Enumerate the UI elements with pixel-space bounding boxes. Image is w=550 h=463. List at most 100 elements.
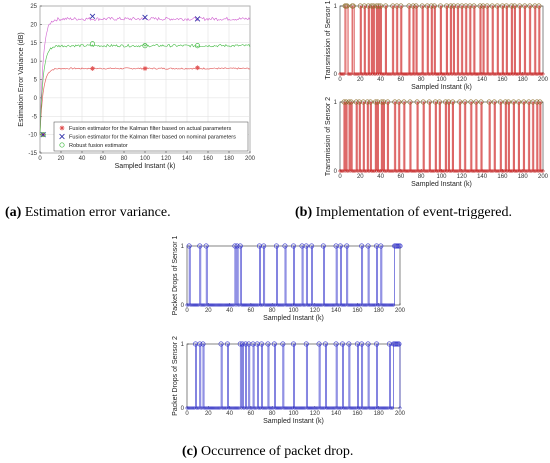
marker-zero <box>213 303 217 307</box>
marker-one <box>378 3 384 9</box>
marker-zero <box>442 72 446 76</box>
marker-zero <box>386 406 390 410</box>
marker-zero <box>514 169 518 173</box>
marker-zero <box>459 72 463 76</box>
marker-zero <box>279 406 283 410</box>
marker-zero <box>443 169 447 173</box>
marker-zero <box>296 303 300 307</box>
marker-zero <box>486 72 490 76</box>
marker-zero <box>264 303 268 307</box>
marker-zero <box>277 303 281 307</box>
marker-one <box>396 99 402 105</box>
marker-zero <box>371 406 375 410</box>
marker-zero <box>285 406 289 410</box>
marker-zero <box>387 169 391 173</box>
marker-zero <box>464 169 468 173</box>
marker-zero <box>246 303 250 307</box>
marker-zero <box>344 303 348 307</box>
marker-zero <box>223 303 227 307</box>
marker-zero <box>257 406 261 410</box>
marker-one <box>463 3 469 9</box>
marker-zero <box>525 169 529 173</box>
caption-c: (c) Occurrence of packet drop. <box>182 444 353 459</box>
marker-zero <box>486 169 490 173</box>
marker-zero <box>222 303 226 307</box>
marker-zero <box>276 406 280 410</box>
marker-zero <box>293 406 297 410</box>
marker-zero <box>398 72 402 76</box>
marker-zero <box>483 72 487 76</box>
marker-zero <box>470 72 474 76</box>
marker-zero <box>199 406 203 410</box>
marker-one <box>471 3 477 9</box>
marker-zero <box>372 406 376 410</box>
x-tick-label: 100 <box>140 156 151 162</box>
marker-zero <box>484 169 488 173</box>
marker-zero <box>513 169 517 173</box>
marker-zero <box>388 303 392 307</box>
marker-one <box>448 3 454 9</box>
series-marker-1 <box>142 66 148 71</box>
marker-zero <box>385 72 389 76</box>
marker-zero <box>493 169 497 173</box>
y-tick-label: 20 <box>30 22 37 28</box>
x-tick-label: 160 <box>352 411 363 417</box>
marker-one <box>413 3 419 9</box>
marker-zero <box>435 72 439 76</box>
marker-one <box>232 243 238 249</box>
marker-zero <box>290 406 294 410</box>
marker-zero <box>443 72 447 76</box>
marker-one <box>290 243 296 249</box>
marker-zero <box>402 72 406 76</box>
x-axis-label: Sampled Instant (k) <box>263 418 324 425</box>
marker-zero <box>451 72 455 76</box>
marker-zero <box>278 303 282 307</box>
marker-zero <box>248 406 252 410</box>
marker-zero <box>273 406 277 410</box>
marker-one <box>271 341 277 347</box>
marker-zero <box>315 406 319 410</box>
marker-zero <box>263 303 267 307</box>
marker-zero <box>345 406 349 410</box>
marker-zero <box>227 303 231 307</box>
marker-zero <box>506 72 511 76</box>
marker-zero <box>394 72 398 76</box>
marker-zero <box>348 303 352 307</box>
marker-zero <box>354 303 358 307</box>
series-marker-2 <box>194 16 201 22</box>
marker-zero <box>322 303 326 307</box>
marker-zero <box>490 169 494 173</box>
marker-zero <box>272 303 276 307</box>
marker-zero <box>303 303 307 307</box>
x-tick-label: 200 <box>538 77 549 83</box>
x-tick-label: 0 <box>185 308 189 314</box>
marker-zero <box>277 406 281 410</box>
x-tick-label: 200 <box>395 411 406 417</box>
marker-zero <box>201 303 205 307</box>
marker-zero <box>342 303 346 307</box>
marker-zero <box>294 406 298 410</box>
marker-zero <box>494 169 498 173</box>
marker-zero <box>379 406 383 410</box>
marker-zero <box>463 72 467 76</box>
marker-zero <box>444 72 448 76</box>
marker-zero <box>352 406 356 410</box>
marker-zero <box>217 406 221 410</box>
marker-zero <box>220 406 224 410</box>
marker-zero <box>286 406 290 410</box>
marker-one <box>432 99 438 105</box>
marker-zero <box>343 303 347 307</box>
marker-zero <box>349 303 353 307</box>
marker-zero <box>436 72 440 76</box>
marker-zero <box>499 169 503 173</box>
marker-zero <box>508 72 513 76</box>
marker-zero <box>202 406 206 410</box>
marker-one <box>361 3 367 9</box>
marker-zero <box>487 72 491 76</box>
marker-zero <box>196 303 200 307</box>
marker-zero <box>239 303 243 307</box>
y-axis-label: Transmission of Sensor 1 <box>325 0 332 79</box>
marker-zero <box>297 406 301 410</box>
marker-zero <box>335 303 339 307</box>
marker-zero <box>333 303 337 307</box>
